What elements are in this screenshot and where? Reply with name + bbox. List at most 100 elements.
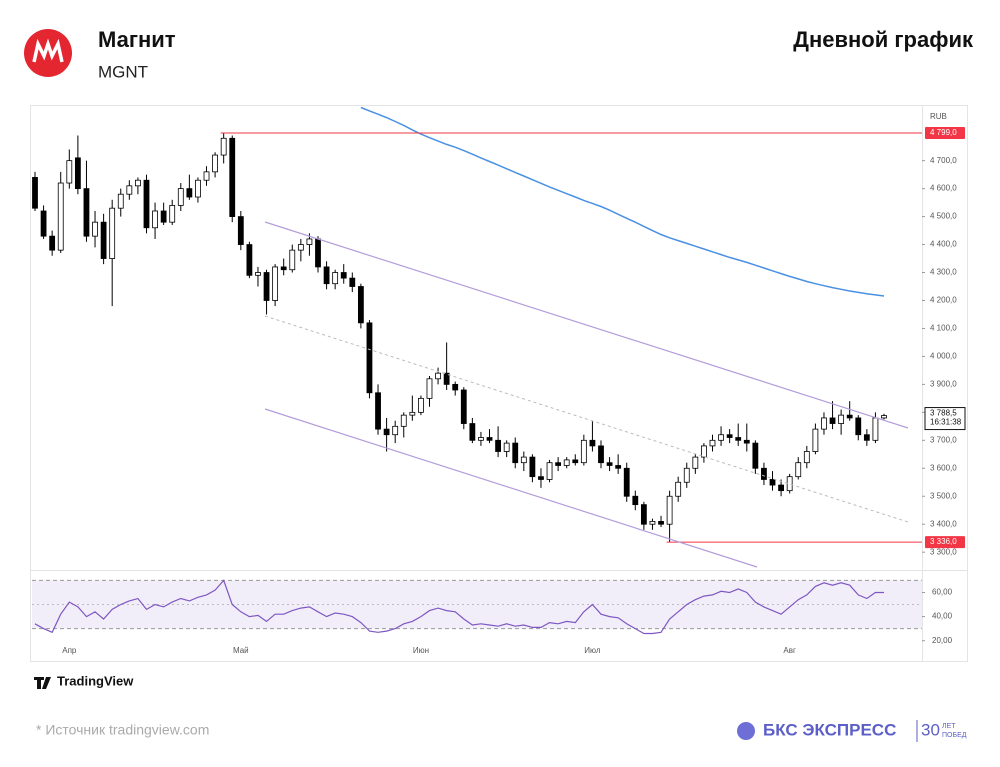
candle-body bbox=[306, 238, 313, 245]
candle-body bbox=[392, 425, 399, 436]
x-tick-label: Июн bbox=[413, 646, 429, 655]
candle-body bbox=[435, 372, 441, 380]
countdown: 16:31:38 bbox=[930, 418, 962, 427]
candle-body bbox=[152, 210, 158, 229]
candle-body bbox=[683, 467, 690, 483]
candle-body bbox=[315, 238, 321, 268]
x-tick-label: Авг bbox=[783, 646, 796, 655]
y-tick-label: 4 500,0 bbox=[930, 212, 957, 221]
candle-body bbox=[769, 479, 776, 486]
y-tick-label: 4 200,0 bbox=[930, 296, 957, 305]
candle-body bbox=[658, 521, 664, 525]
price-level-label: 3 336,0 bbox=[930, 537, 957, 546]
ticker: MGNT bbox=[98, 62, 148, 81]
candle-body bbox=[418, 397, 424, 413]
y-tick-label: 3 300,0 bbox=[930, 547, 957, 556]
rsi-tick-label: 20,00 bbox=[932, 636, 953, 645]
x-tick-label: Май bbox=[233, 646, 249, 655]
candle-body bbox=[803, 451, 810, 464]
chart-subtitle: Дневной график bbox=[793, 27, 974, 52]
candle-body bbox=[881, 415, 887, 419]
tradingview-logo bbox=[34, 677, 51, 689]
candle-body bbox=[726, 434, 733, 438]
candle-body bbox=[503, 442, 510, 452]
candle-body bbox=[675, 481, 682, 497]
candle-body bbox=[289, 249, 296, 271]
candle-body bbox=[32, 177, 38, 209]
candle-body bbox=[529, 456, 536, 478]
y-tick-label: 3 600,0 bbox=[930, 463, 957, 472]
candle-body bbox=[512, 442, 519, 464]
candle-body bbox=[92, 221, 98, 237]
company-name: Магнит bbox=[98, 27, 176, 52]
candle-body bbox=[229, 137, 236, 217]
candle-body bbox=[195, 179, 201, 198]
price-level-label: 4 799,0 bbox=[930, 128, 957, 137]
tradingview-text: TradingView bbox=[57, 673, 134, 688]
magnit-logo bbox=[24, 29, 72, 77]
candle-body bbox=[623, 467, 630, 497]
plot-area: 3 300,03 400,03 500,03 600,03 700,03 800… bbox=[32, 106, 966, 655]
chart-frame bbox=[30, 105, 968, 662]
candle-body bbox=[203, 171, 210, 181]
channel-upper bbox=[264, 221, 909, 429]
candle-body bbox=[74, 157, 81, 190]
candle-body bbox=[143, 179, 150, 229]
candle-body bbox=[606, 462, 613, 466]
candle-body bbox=[829, 417, 836, 424]
candle-body bbox=[109, 207, 116, 259]
price-level-tag bbox=[925, 126, 965, 139]
candle-body bbox=[538, 476, 544, 480]
candle-body bbox=[563, 459, 570, 466]
candle-body bbox=[49, 235, 56, 251]
y-tick-label: 4 000,0 bbox=[930, 352, 957, 361]
candle-body bbox=[709, 439, 716, 447]
candle-body bbox=[478, 437, 484, 441]
candle-body bbox=[846, 414, 853, 419]
candle-body bbox=[580, 439, 587, 464]
bks-logo bbox=[737, 722, 755, 740]
x-tick-label: Июл bbox=[584, 646, 601, 655]
candle-body bbox=[778, 484, 784, 492]
candle-body bbox=[263, 272, 270, 301]
candle-body bbox=[589, 439, 596, 447]
candle-body bbox=[520, 456, 527, 464]
candle-body bbox=[692, 456, 699, 469]
candle-body bbox=[555, 462, 562, 466]
candle-body bbox=[212, 154, 218, 173]
candle-body bbox=[855, 417, 862, 436]
candle-body bbox=[340, 272, 347, 279]
candle-body bbox=[117, 193, 124, 209]
badge-number: 30 bbox=[921, 720, 940, 739]
candle-body bbox=[100, 221, 107, 259]
candle-body bbox=[383, 428, 390, 436]
badge-text-2: ПОБЕД bbox=[942, 732, 967, 739]
candle-body bbox=[821, 417, 827, 430]
candle-body bbox=[615, 465, 622, 469]
channel-lower bbox=[264, 408, 758, 568]
candle-body bbox=[743, 439, 750, 444]
candle-body bbox=[598, 445, 604, 464]
candle-body bbox=[366, 322, 373, 394]
candle-body bbox=[872, 417, 879, 441]
candle-body bbox=[280, 266, 287, 271]
candle-body bbox=[761, 467, 767, 480]
rsi-tick-label: 40,00 bbox=[932, 612, 953, 621]
candle-body bbox=[255, 272, 261, 276]
y-tick-label: 4 600,0 bbox=[930, 184, 957, 193]
y-tick-label: 3 900,0 bbox=[930, 379, 957, 388]
candle-body bbox=[812, 428, 819, 452]
candle-body bbox=[443, 372, 450, 385]
y-tick-label: 4 100,0 bbox=[930, 324, 957, 333]
badge-text-1: ЛЕТ bbox=[942, 723, 956, 730]
rsi-line bbox=[34, 579, 884, 635]
candle-body bbox=[332, 272, 339, 285]
candle-body bbox=[863, 434, 870, 441]
rsi-tick-label: 60,00 bbox=[932, 588, 953, 597]
candle-body bbox=[486, 437, 493, 441]
candle-body bbox=[838, 414, 845, 424]
candle-body bbox=[126, 185, 133, 195]
candle-body bbox=[640, 504, 647, 525]
candle-body bbox=[375, 392, 381, 430]
x-tick-label: Апр bbox=[62, 646, 77, 655]
